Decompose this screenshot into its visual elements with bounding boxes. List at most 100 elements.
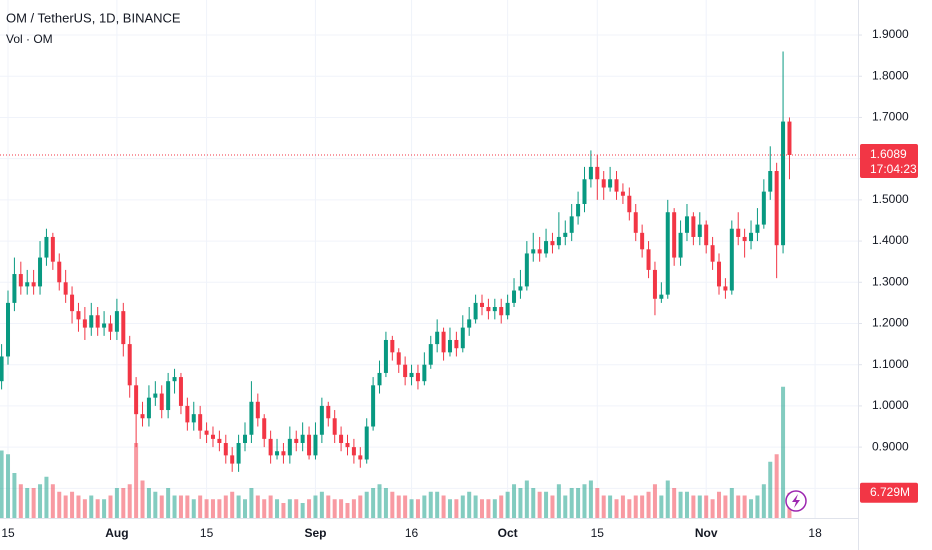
candle-body xyxy=(672,212,677,258)
volume-bar xyxy=(345,503,350,518)
volume-bar xyxy=(697,495,702,518)
candle-body xyxy=(364,426,369,460)
candle-body xyxy=(729,228,734,291)
volume-bar xyxy=(409,499,414,518)
candle-body xyxy=(736,228,741,237)
volume-bar xyxy=(447,499,452,518)
y-tick-label: 1.0000 xyxy=(872,398,909,412)
candle-body xyxy=(441,331,446,353)
candle-body xyxy=(108,323,113,332)
candle-body xyxy=(89,315,94,328)
volume-bar xyxy=(262,499,267,518)
candle-body xyxy=(447,339,452,353)
y-tick-label: 1.4000 xyxy=(872,233,909,247)
volume-bar xyxy=(717,491,722,518)
volume-bar xyxy=(339,499,344,518)
volume-bar xyxy=(524,480,529,518)
candle-body xyxy=(633,212,638,233)
candle-body xyxy=(582,179,587,204)
volume-bar xyxy=(287,499,292,518)
x-tick-label: Aug xyxy=(105,526,128,540)
candle-body xyxy=(460,327,465,349)
candle-body xyxy=(454,339,459,349)
candle-body xyxy=(640,232,645,250)
volume-bar xyxy=(390,491,395,518)
x-tick-label: Nov xyxy=(695,526,718,540)
volume-bar xyxy=(313,495,318,518)
volume-bar xyxy=(198,495,203,518)
candle-body xyxy=(531,249,536,254)
candle-body xyxy=(505,302,510,316)
candle-body xyxy=(339,434,344,443)
candle-body xyxy=(121,311,126,345)
candle-body xyxy=(198,414,203,431)
candle-body xyxy=(371,385,376,427)
volume-bar xyxy=(678,491,683,518)
candle-body xyxy=(646,249,651,270)
candle-body xyxy=(422,364,427,382)
volume-bar xyxy=(512,484,517,518)
x-tick-label: Sep xyxy=(304,526,326,540)
volume-bar xyxy=(281,503,286,518)
volume-bar xyxy=(140,480,145,518)
candle-body xyxy=(25,282,30,287)
volume-bar xyxy=(31,488,36,518)
candle-body xyxy=(31,282,36,287)
candle-body xyxy=(486,307,491,312)
candle-body xyxy=(428,344,433,365)
candle-body xyxy=(627,195,632,213)
volume-bar xyxy=(18,484,23,518)
volume-bar xyxy=(518,488,523,518)
x-tick-label: 15 xyxy=(591,526,605,540)
volume-bar xyxy=(441,495,446,518)
candle-body xyxy=(6,302,11,357)
volume-bar xyxy=(146,488,151,518)
chart-title: OM / TetherUS, 1D, BINANCE xyxy=(6,10,181,25)
y-tick-label: 0.9000 xyxy=(872,439,909,453)
volume-bar xyxy=(50,484,55,518)
volume-bar xyxy=(12,473,17,518)
candle-body xyxy=(665,212,670,295)
volume-bar xyxy=(742,495,747,518)
candle-body xyxy=(38,257,43,287)
candle-body xyxy=(275,451,280,456)
volume-bar xyxy=(563,495,568,518)
candle-body xyxy=(70,294,75,312)
volume-bar xyxy=(230,491,235,518)
volume-bar xyxy=(121,488,126,518)
volume-bar xyxy=(672,488,677,518)
candle-body xyxy=(95,315,100,328)
volume-bar xyxy=(684,491,689,518)
candle-body xyxy=(332,418,337,435)
volume-bar xyxy=(191,499,196,518)
candle-body xyxy=(140,414,145,419)
candle-body xyxy=(550,241,555,246)
candle-body xyxy=(82,319,87,328)
y-tick-label: 1.9000 xyxy=(872,27,909,41)
volume-bar xyxy=(691,495,696,518)
volume-bar xyxy=(236,495,241,518)
volume-bar xyxy=(608,495,613,518)
volume-bar xyxy=(582,484,587,518)
flash-icon[interactable] xyxy=(785,490,807,512)
volume-bar xyxy=(294,499,299,518)
last-volume-box xyxy=(860,482,918,503)
candle-body xyxy=(18,274,23,287)
volume-bar xyxy=(492,499,497,518)
candle-body xyxy=(595,166,600,180)
volume-bar xyxy=(473,495,478,518)
x-tick-label: Oct xyxy=(498,526,518,540)
volume-bar xyxy=(102,499,107,518)
candle-body xyxy=(44,236,49,258)
volume-bar xyxy=(460,495,465,518)
volume-bar xyxy=(351,499,356,518)
volume-bar xyxy=(601,495,606,518)
candle-body xyxy=(146,397,151,419)
candle-body xyxy=(518,286,523,291)
volume-bar xyxy=(6,454,11,518)
volume-bar xyxy=(665,480,670,518)
candle-body xyxy=(467,319,472,328)
x-tick-label: 15 xyxy=(1,526,15,540)
volume-bar xyxy=(243,499,248,518)
